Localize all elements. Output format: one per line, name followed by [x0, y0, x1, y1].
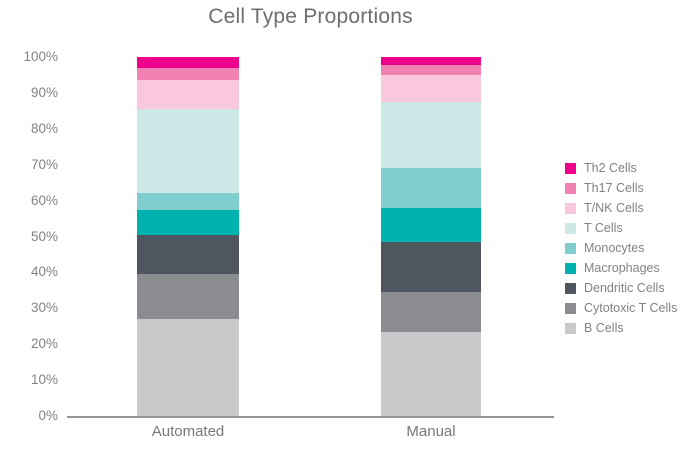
y-axis-tick-label: 10% [30, 372, 58, 388]
legend-label: T Cells [584, 221, 623, 235]
legend-swatch-icon [565, 222, 576, 234]
y-axis-tick-label: 50% [30, 228, 58, 244]
y-axis-tick-label: 60% [30, 192, 58, 208]
stacked-bar-automated [137, 57, 239, 416]
y-axis-tick-label: 40% [30, 264, 58, 280]
legend-label: Macrophages [584, 261, 660, 275]
bar-segment-t-cells [381, 101, 481, 169]
legend-swatch-icon [565, 302, 576, 314]
legend: Th2 Cells Th17 Cells T/NK Cells T Cells Mono… [565, 158, 677, 338]
bar-segment-t-nk-cells [137, 80, 239, 110]
legend-label: Th17 Cells [584, 181, 644, 195]
bar-segment-macrophages [381, 207, 481, 242]
legend-item: T Cells [565, 218, 677, 238]
legend-label: Th2 Cells [584, 161, 637, 175]
bar-segment-cytotoxic-t-cells [381, 292, 481, 332]
legend-swatch-icon [565, 262, 576, 274]
y-axis-tick-label: 0% [38, 408, 58, 423]
legend-swatch-icon [565, 242, 576, 254]
legend-item: Macrophages [565, 258, 677, 278]
legend-label: Dendritic Cells [584, 281, 665, 295]
legend-label: B Cells [584, 321, 624, 335]
bar-segment-th17-cells [381, 64, 481, 75]
legend-swatch-icon [565, 322, 576, 334]
legend-item: Dendritic Cells [565, 278, 677, 298]
legend-item: Cytotoxic T Cells [565, 298, 677, 318]
bar-segment-macrophages [137, 209, 239, 235]
bar-segment-monocytes [381, 168, 481, 208]
y-axis-tick-label: 20% [30, 336, 58, 352]
bar-segment-th2-cells [137, 57, 239, 68]
legend-label: Monocytes [584, 241, 645, 255]
y-axis-tick-label: 90% [30, 84, 58, 100]
bar-segment-cytotoxic-t-cells [137, 274, 239, 320]
bar-segment-monocytes [137, 193, 239, 210]
legend-swatch-icon [565, 282, 576, 294]
y-axis-tick-label: 80% [30, 120, 58, 136]
legend-item: Monocytes [565, 238, 677, 258]
stacked-bar-manual [381, 57, 481, 416]
legend-label: Cytotoxic T Cells [584, 301, 678, 315]
legend-item: Th2 Cells [565, 158, 677, 178]
bar-segment-b-cells [381, 331, 481, 416]
legend-label: T/NK Cells [584, 201, 644, 215]
y-axis-tick-label: 30% [30, 300, 58, 316]
bar-segment-dendritic-cells [137, 234, 239, 275]
bar-segment-t-cells [137, 109, 239, 194]
y-axis-tick-label: 100% [23, 49, 58, 64]
chart-title: Cell Type Proportions [208, 5, 413, 28]
bar-segment-dendritic-cells [381, 241, 481, 293]
legend-item: Th17 Cells [565, 178, 677, 198]
legend-item: B Cells [565, 318, 677, 338]
y-axis-tick-label: 70% [30, 156, 58, 172]
legend-swatch-icon [565, 202, 576, 214]
bar-segment-t-nk-cells [381, 75, 481, 102]
legend-item: T/NK Cells [565, 198, 677, 218]
plot-area [67, 57, 554, 418]
legend-swatch-icon [565, 162, 576, 174]
x-axis-category-label: Automated [151, 423, 225, 440]
bar-segment-b-cells [137, 319, 239, 416]
legend-swatch-icon [565, 182, 576, 194]
bar-segment-th17-cells [137, 67, 239, 81]
x-axis-category-label: Manual [406, 423, 456, 440]
bar-segment-th2-cells [381, 57, 481, 65]
